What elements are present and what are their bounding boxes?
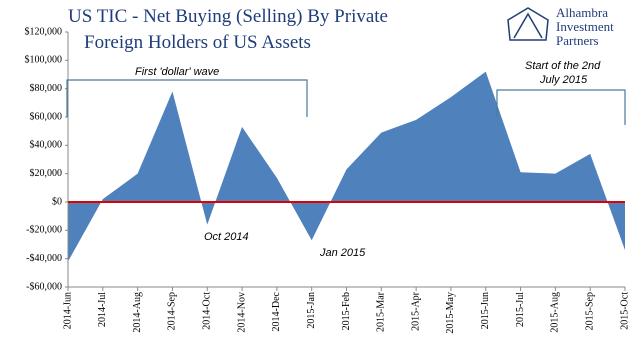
x-tick-label: 2014-Jun bbox=[62, 292, 73, 329]
annotation: First 'dollar' wave bbox=[135, 66, 219, 78]
y-tick-label: -$40,000 bbox=[26, 253, 62, 264]
y-tick-label: $100,000 bbox=[25, 55, 63, 66]
x-tick-label: 2015-Oct bbox=[619, 292, 630, 330]
x-tick-label: 2015-Jul bbox=[515, 292, 526, 327]
x-tick-label: 2014-Jul bbox=[97, 292, 108, 327]
x-tick-label: 2014-Oct bbox=[202, 292, 213, 330]
logo-text: Partners bbox=[556, 33, 599, 48]
x-tick-label: 2014-Dec bbox=[271, 291, 282, 331]
logo: Alhambra Investment Partners bbox=[507, 5, 614, 48]
x-tick-label: 2014-Sep bbox=[167, 292, 178, 330]
x-tick-label: 2015-Apr bbox=[410, 291, 421, 331]
annotation: millions of $s bbox=[568, 273, 621, 283]
x-tick-label: 2014-Aug bbox=[132, 292, 143, 333]
annotation: June 2014 bbox=[77, 250, 129, 262]
annotation: July 2015 bbox=[539, 74, 588, 86]
y-tick-label: $120,000 bbox=[25, 26, 63, 37]
y-tick-label: $80,000 bbox=[30, 83, 63, 94]
bracket bbox=[66, 79, 308, 117]
y-tick-label: $0 bbox=[52, 196, 62, 207]
x-tick-label: 2015-May bbox=[445, 292, 456, 334]
logo-text: Investment bbox=[556, 19, 614, 34]
x-tick-label: 2015-Aug bbox=[550, 292, 561, 333]
annotation: Start of the 2nd bbox=[525, 60, 601, 72]
y-tick-label: $20,000 bbox=[30, 168, 63, 179]
x-tick-label: 2015-Jan bbox=[306, 292, 317, 329]
chart-title: Foreign Holders of US Assets bbox=[84, 32, 311, 53]
annotation: Oct 2014 bbox=[204, 231, 249, 243]
area bbox=[68, 71, 625, 262]
chart-title: US TIC - Net Buying (Selling) By Private bbox=[68, 6, 388, 27]
annotation: Jan 2015 bbox=[319, 247, 366, 259]
y-tick-label: $60,000 bbox=[30, 111, 63, 122]
x-tick-label: 2015-Sep bbox=[584, 292, 595, 330]
logo-icon bbox=[507, 7, 549, 41]
y-tick-label: -$20,000 bbox=[26, 225, 62, 236]
x-tick-label: 2015-Jun bbox=[480, 292, 491, 329]
logo-icon bbox=[513, 12, 543, 39]
x-tick-label: 2015-Mar bbox=[376, 291, 387, 332]
y-tick-label: -$60,000 bbox=[26, 281, 62, 292]
x-tick-label: 2015-Feb bbox=[341, 292, 352, 330]
bracket bbox=[496, 89, 626, 125]
logo-text: Alhambra bbox=[556, 5, 608, 20]
annotation: 'dollar' bbox=[88, 264, 120, 276]
plot: -$60,000 -$40,000 -$20,000 $0 $20,000 $40,000… bbox=[25, 26, 631, 333]
x-tick-label: 2014-Nov bbox=[236, 292, 247, 333]
y-tick-label: $40,000 bbox=[30, 140, 63, 151]
annotations: First 'dollar' wave Start of the 2nd Jul… bbox=[66, 60, 626, 283]
